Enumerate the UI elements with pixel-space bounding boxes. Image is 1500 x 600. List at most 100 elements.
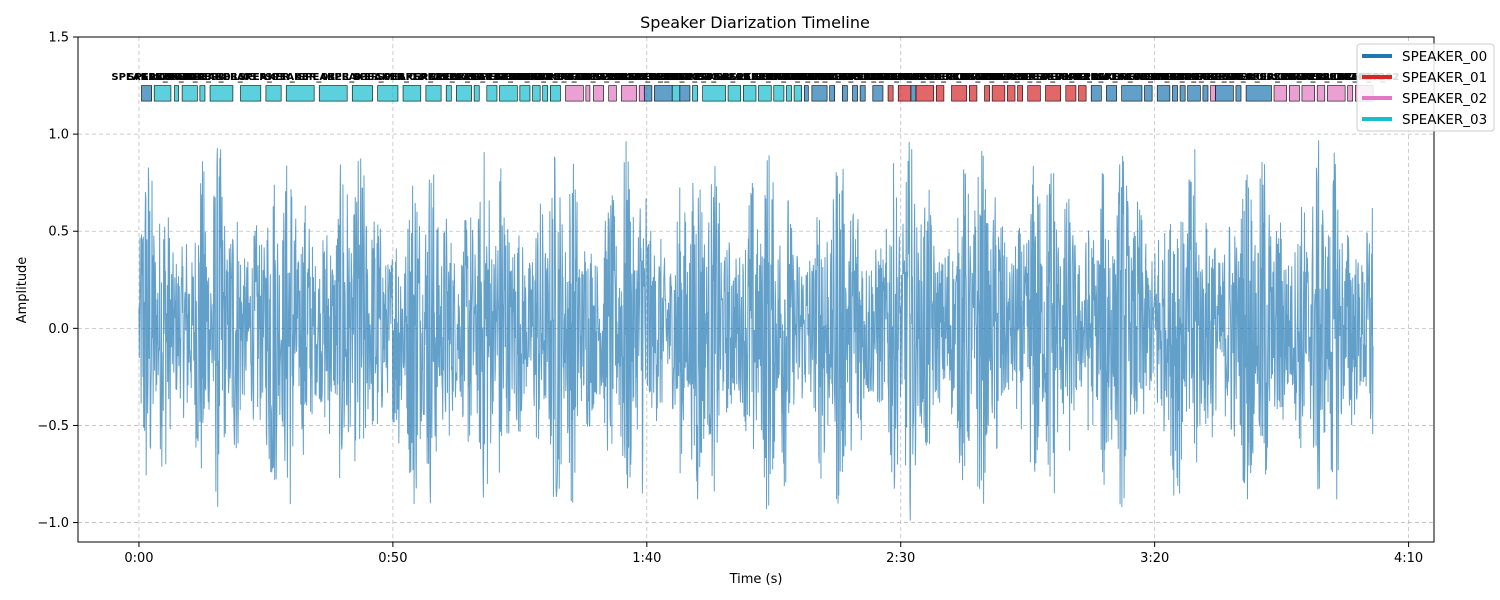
segment-speaker-label: SPEAKER_03: [699, 72, 769, 83]
speaker-segment: [786, 85, 792, 102]
speaker-segment: [758, 85, 772, 102]
speaker-segment: [1187, 85, 1201, 102]
speaker-segment: [654, 85, 673, 102]
speaker-segment: [1045, 85, 1062, 102]
speaker-segment: [550, 85, 561, 102]
segment-speaker-label: SPEAKER_00: [1061, 72, 1131, 83]
speaker-segment: [1215, 85, 1234, 102]
legend-label: SPEAKER_01: [1402, 70, 1487, 86]
segment-speaker-label: SPEAKER_00: [1097, 72, 1167, 83]
speaker-segment: [935, 85, 945, 102]
segment-speaker-label: SPEAKER_00: [111, 72, 181, 83]
segment-speaker-label: SPEAKER_00: [1113, 72, 1183, 83]
segment-speaker-label: SPEAKER_03: [127, 72, 197, 83]
speaker-segment: [402, 85, 422, 102]
speaker-segment: [1172, 85, 1178, 102]
speaker-segment: [915, 85, 935, 102]
segment-speaker-label: SPEAKER_03: [679, 72, 749, 83]
speaker-segment: [803, 85, 809, 102]
speaker-segment: [1144, 85, 1153, 102]
speaker-segment: [638, 85, 645, 102]
speaker-segment: [1245, 85, 1272, 102]
segment-speaker-label: SPEAKER_03: [265, 72, 335, 83]
speaker-segment: [445, 85, 452, 102]
speaker-segment: [1210, 85, 1216, 102]
plot-frame: [77, 36, 1435, 543]
speaker-segment: [872, 85, 884, 102]
speaker-segment: [1007, 85, 1016, 102]
legend-label: SPEAKER_00: [1402, 49, 1487, 65]
segment-speaker-label: SPEAKER_00: [1203, 72, 1273, 83]
segment-speaker-label: SPEAKER_00: [628, 72, 698, 83]
speaker-segment: [991, 85, 1006, 102]
segment-speaker-label: SPEAKER_03: [216, 72, 286, 83]
speaker-segments: [141, 85, 1374, 102]
segment-speaker-label: SPEAKER_03: [641, 72, 711, 83]
segment-speaker-label: SPEAKER_00: [1189, 72, 1259, 83]
speaker-segment: [1121, 85, 1143, 102]
legend-label: SPEAKER_03: [1402, 112, 1487, 128]
x-axis-label: Time (s): [729, 572, 783, 587]
segment-speaker-label: SPEAKER_02: [1273, 72, 1343, 83]
segment-speaker-label: SPEAKER_00: [797, 72, 867, 83]
segment-speaker-label: SPEAKER_03: [186, 72, 256, 83]
speaker-segment: [456, 85, 472, 102]
speaker-segment: [951, 85, 968, 102]
speaker-segment: [1316, 85, 1326, 102]
segment-speaker-label: SPEAKER_00: [613, 72, 683, 83]
segment-speaker-label: SPEAKER_01: [924, 72, 994, 83]
speaker-segment: [174, 85, 179, 102]
segment-speaker-label: SPEAKER_03: [744, 72, 814, 83]
segment-speaker-label: SPEAKER_03: [398, 72, 468, 83]
segment-speaker-label: SPEAKER_03: [353, 72, 423, 83]
segment-speaker-label: SPEAKER_02: [563, 72, 633, 83]
speaker-segment: [585, 85, 591, 102]
speaker-segment: [486, 85, 498, 102]
segment-speaker-label: SPEAKER_03: [167, 72, 237, 83]
speaker-segment: [671, 85, 681, 102]
waveform-line: [138, 140, 1374, 521]
chart-title: Speaker Diarization Timeline: [640, 13, 870, 32]
segment-speaker-label: SPEAKER_01: [952, 72, 1022, 83]
legend: SPEAKER_00 SPEAKER_01 SPEAKER_02 SPEAKER_03: [1356, 43, 1495, 132]
speaker-segment: [593, 85, 604, 102]
y-tick-label: −1.0: [37, 516, 69, 531]
speaker-segment: [852, 85, 858, 102]
speaker-segment: [318, 85, 348, 102]
segment-speaker-label: SPEAKER_02: [1301, 72, 1371, 83]
segment-speaker-label: SPEAKER_03: [763, 72, 833, 83]
segment-speaker-label: SPEAKER_02: [1259, 72, 1329, 83]
speaker-segment: [887, 85, 894, 102]
speaker-segment: [842, 85, 848, 102]
speaker-segment: [829, 85, 836, 102]
speaker-segment: [351, 85, 373, 102]
speaker-segment: [621, 85, 637, 102]
speaker-segment: [199, 85, 206, 102]
segment-speaker-label: SPEAKER_03: [714, 72, 784, 83]
y-tick-label: −0.5: [37, 419, 69, 434]
segment-speaker-label: SPEAKER_03: [457, 72, 527, 83]
segment-speaker-label: SPEAKER_01: [963, 72, 1033, 83]
speaker-segment-labels: SPEAKER_00SPEAKER_03SPEAKER_03SPEAKER_03…: [111, 72, 1399, 83]
segment-speaker-label: SPEAKER_00: [1147, 72, 1217, 83]
segment-speaker-label: SPEAKER_03: [141, 72, 211, 83]
speaker-segment: [643, 85, 653, 102]
legend-box: [1356, 43, 1495, 132]
segment-speaker-label: SPEAKER_03: [754, 72, 824, 83]
segment-speaker-label: SPEAKER_01: [869, 72, 939, 83]
x-tick-label: 2:30: [886, 551, 915, 566]
segment-speaker-label: SPEAKER_02: [1178, 72, 1248, 83]
speaker-segment: [679, 85, 691, 102]
speaker-segment: [702, 85, 726, 102]
segment-speaker-label: SPEAKER_00: [820, 72, 890, 83]
segment-speaker-label: SPEAKER_01: [1036, 72, 1106, 83]
x-axis: 0:00 0:50 1:40 2:30 3:20 4:10: [124, 542, 1423, 566]
speaker-segment: [1078, 85, 1087, 102]
segment-speaker-label: SPEAKER_03: [298, 72, 368, 83]
speaker-segment: [1179, 85, 1186, 102]
segment-speaker-label: SPEAKER_03: [510, 72, 580, 83]
segment-speaker-label: SPEAKER_01: [976, 72, 1046, 83]
speaker-segment: [1273, 85, 1288, 102]
speaker-segment: [285, 85, 315, 102]
speaker-segment: [1156, 85, 1171, 102]
